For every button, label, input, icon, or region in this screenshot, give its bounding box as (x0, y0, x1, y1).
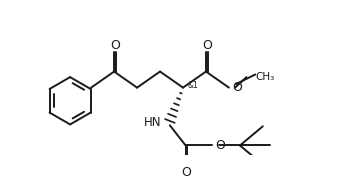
Text: &1: &1 (187, 81, 198, 90)
Text: HN: HN (144, 116, 161, 129)
Text: O: O (233, 81, 242, 94)
Text: CH₃: CH₃ (255, 72, 274, 82)
Text: O: O (110, 39, 120, 52)
Text: O: O (216, 139, 225, 152)
Text: O: O (202, 39, 212, 52)
Text: O: O (182, 166, 192, 177)
